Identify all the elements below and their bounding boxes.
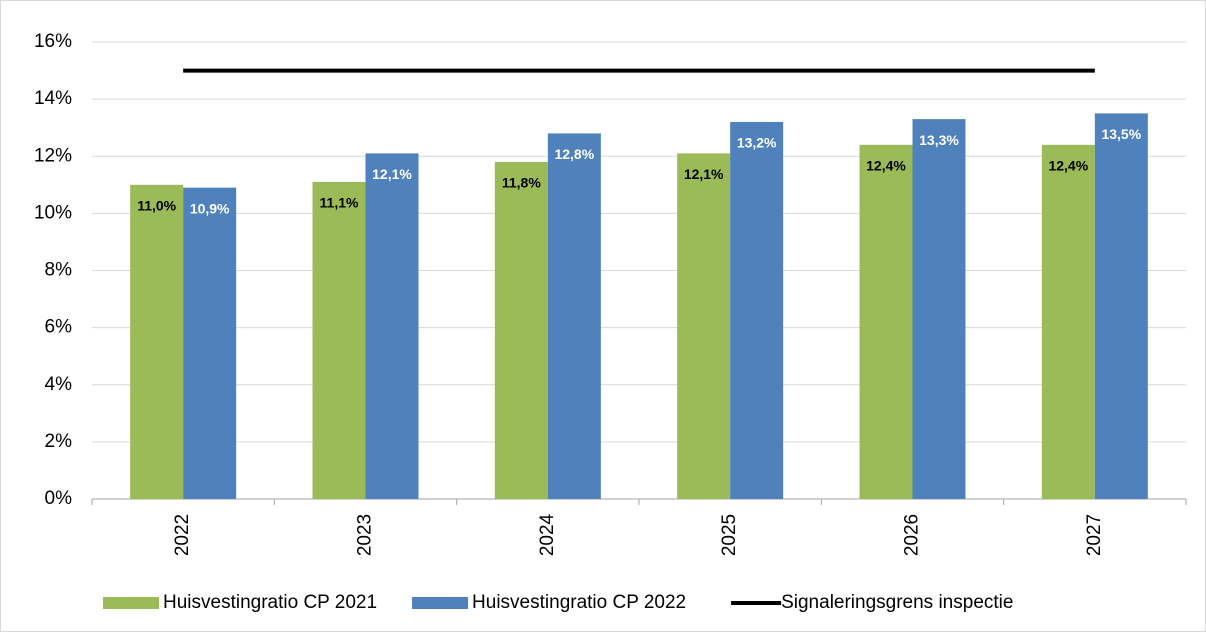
data-label: 13,3%: [919, 132, 959, 148]
legend-swatch: [103, 597, 159, 609]
data-label: 13,5%: [1101, 126, 1141, 142]
bar: [730, 121, 784, 499]
y-tick-label: 12%: [34, 145, 72, 166]
bar: [312, 181, 366, 500]
x-tick-label: 2022: [172, 514, 193, 556]
x-tick-label: 2023: [355, 514, 376, 556]
data-label: 11,0%: [137, 198, 176, 214]
x-tick-label: 2025: [719, 514, 740, 556]
bar: [547, 133, 601, 499]
legend-swatch: [412, 597, 469, 609]
bar: [365, 153, 419, 500]
y-tick-label: 6%: [45, 317, 73, 338]
bar: [1041, 144, 1095, 499]
bar: [494, 161, 548, 499]
y-tick-label: 8%: [45, 260, 73, 281]
bar: [677, 153, 731, 500]
bar: [859, 144, 913, 499]
data-label: 13,2%: [737, 135, 777, 151]
data-label: 11,1%: [320, 195, 359, 211]
bar: [1094, 113, 1148, 499]
x-tick-label: 2026: [902, 514, 923, 556]
y-tick-label: 16%: [34, 31, 72, 52]
y-tick-label: 4%: [45, 374, 73, 395]
data-label: 12,1%: [372, 166, 412, 182]
data-label: 11,8%: [502, 175, 541, 191]
data-label: 10,9%: [190, 200, 230, 216]
x-tick-label: 2027: [1084, 514, 1105, 556]
data-label: 12,4%: [866, 158, 906, 174]
y-tick-label: 14%: [34, 88, 72, 109]
bar: [912, 119, 966, 500]
data-label: 12,8%: [554, 146, 594, 162]
bar: [183, 187, 237, 499]
y-tick-label: 2%: [45, 431, 73, 452]
legend-label: Signaleringsgrens inspectie: [781, 592, 1013, 613]
y-tick-label: 0%: [45, 488, 73, 509]
data-label: 12,4%: [1048, 158, 1088, 174]
legend-label: Huisvestingratio CP 2022: [472, 592, 686, 613]
y-tick-label: 10%: [34, 202, 72, 223]
x-tick-label: 2024: [537, 513, 558, 556]
legend-label: Huisvestingratio CP 2021: [163, 592, 377, 613]
data-label: 12,1%: [684, 166, 724, 182]
bar: [130, 184, 184, 499]
